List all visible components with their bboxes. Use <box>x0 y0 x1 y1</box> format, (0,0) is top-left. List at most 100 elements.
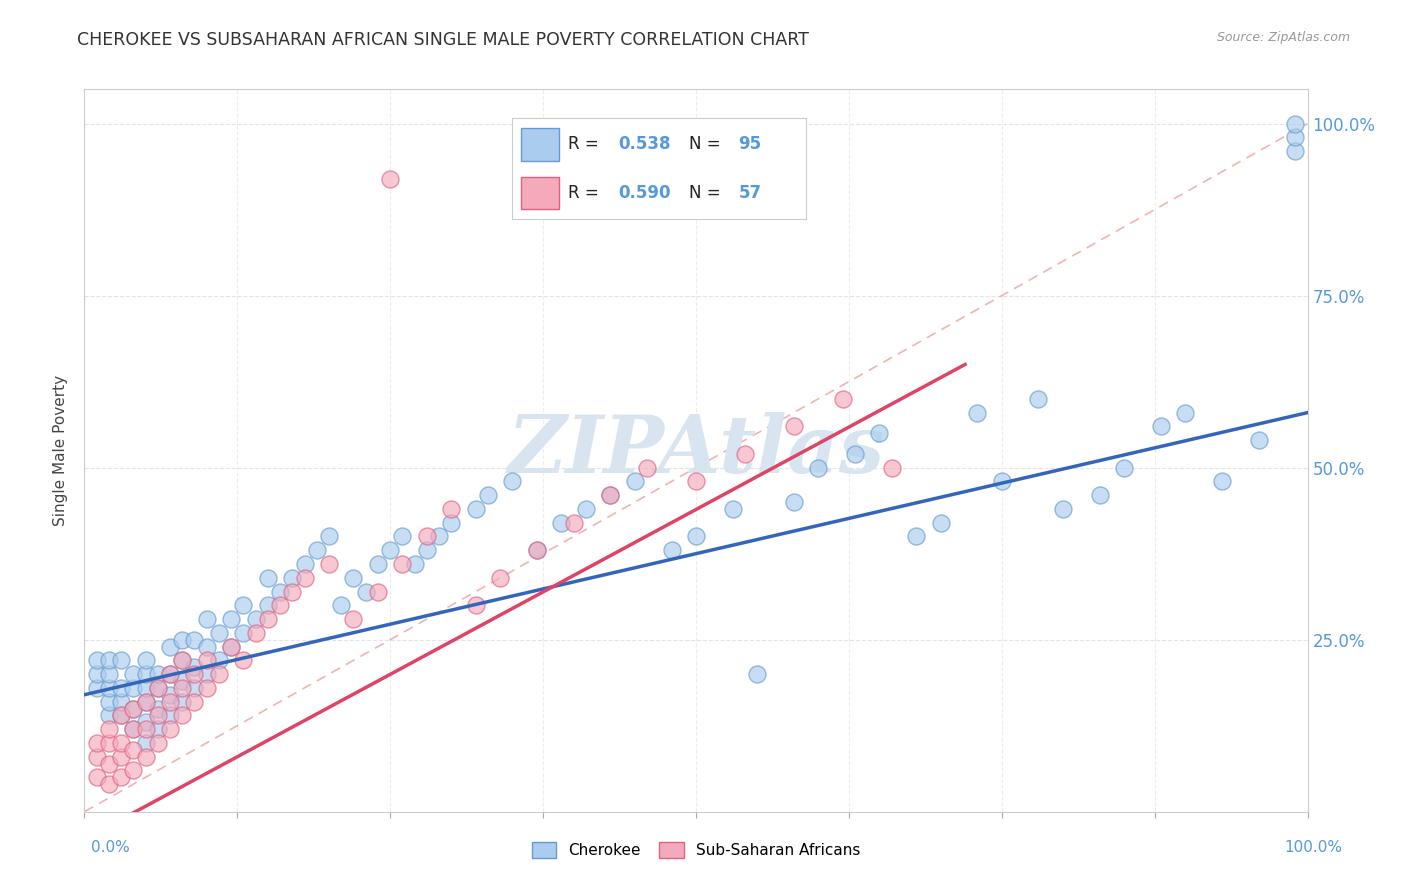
Point <box>135 736 157 750</box>
Point <box>1028 392 1050 406</box>
Point <box>172 653 194 667</box>
Point <box>97 695 120 709</box>
Point <box>172 695 194 709</box>
Text: ZIPAtlas: ZIPAtlas <box>508 412 884 489</box>
Point <box>281 584 304 599</box>
Point <box>966 406 988 420</box>
Point <box>783 495 806 509</box>
Text: Source: ZipAtlas.com: Source: ZipAtlas.com <box>1216 31 1350 45</box>
Point <box>489 571 512 585</box>
Point <box>195 612 218 626</box>
Point <box>146 708 169 723</box>
Point <box>172 673 194 688</box>
Point <box>404 557 426 571</box>
Point <box>110 708 132 723</box>
Point <box>97 756 120 771</box>
Point <box>135 667 157 681</box>
Point <box>183 632 205 647</box>
Point <box>135 715 157 730</box>
Point <box>172 708 194 723</box>
Point <box>97 708 120 723</box>
Point <box>110 681 132 695</box>
Point <box>929 516 952 530</box>
Point <box>1284 130 1306 145</box>
Point <box>380 171 402 186</box>
Point <box>135 695 157 709</box>
Point <box>195 653 218 667</box>
Point <box>159 722 181 736</box>
Text: 0.0%: 0.0% <box>91 840 131 855</box>
Point <box>122 722 145 736</box>
Point <box>1052 502 1074 516</box>
Point <box>502 475 524 489</box>
Point <box>367 584 389 599</box>
Point <box>905 529 928 543</box>
Point <box>146 736 169 750</box>
Point <box>526 543 548 558</box>
Point <box>219 612 242 626</box>
Point <box>599 488 621 502</box>
Point <box>1211 475 1233 489</box>
Point <box>880 460 903 475</box>
Point <box>86 749 108 764</box>
Point <box>159 667 181 681</box>
Point <box>685 475 707 489</box>
Point <box>232 653 254 667</box>
Point <box>122 743 145 757</box>
Point <box>146 681 169 695</box>
Point <box>122 681 145 695</box>
Point <box>367 557 389 571</box>
Point <box>661 543 683 558</box>
Point <box>991 475 1014 489</box>
Point <box>1284 144 1306 158</box>
Point <box>464 502 486 516</box>
Point <box>146 701 169 715</box>
Point <box>172 653 194 667</box>
Point <box>122 764 145 778</box>
Point <box>844 447 866 461</box>
Point <box>172 632 194 647</box>
Point <box>110 695 132 709</box>
Point <box>135 653 157 667</box>
Point <box>318 529 340 543</box>
Point <box>86 736 108 750</box>
Point <box>159 667 181 681</box>
Point <box>110 770 132 784</box>
Point <box>110 736 132 750</box>
Point <box>562 516 585 530</box>
Point <box>183 695 205 709</box>
Point <box>294 571 316 585</box>
Point <box>245 625 267 640</box>
Point <box>86 653 108 667</box>
Point <box>734 447 756 461</box>
Point <box>257 612 280 626</box>
Point <box>330 599 353 613</box>
Point <box>257 599 280 613</box>
Point <box>464 599 486 613</box>
Point <box>354 584 377 599</box>
Point <box>172 681 194 695</box>
Point <box>97 681 120 695</box>
Point <box>159 695 181 709</box>
Point <box>281 571 304 585</box>
Point <box>575 502 598 516</box>
Legend: Cherokee, Sub-Saharan Africans: Cherokee, Sub-Saharan Africans <box>524 834 868 865</box>
Point <box>721 502 744 516</box>
Point <box>97 653 120 667</box>
Point <box>391 529 413 543</box>
Point <box>122 701 145 715</box>
Point <box>416 543 439 558</box>
Point <box>427 529 450 543</box>
Point <box>159 640 181 654</box>
Point <box>1150 419 1173 434</box>
Text: CHEROKEE VS SUBSAHARAN AFRICAN SINGLE MALE POVERTY CORRELATION CHART: CHEROKEE VS SUBSAHARAN AFRICAN SINGLE MA… <box>77 31 810 49</box>
Point <box>477 488 499 502</box>
Point <box>1088 488 1111 502</box>
Point <box>135 722 157 736</box>
Point <box>122 667 145 681</box>
Point <box>550 516 572 530</box>
Point <box>783 419 806 434</box>
Point <box>440 502 463 516</box>
Point <box>183 681 205 695</box>
Point <box>183 660 205 674</box>
